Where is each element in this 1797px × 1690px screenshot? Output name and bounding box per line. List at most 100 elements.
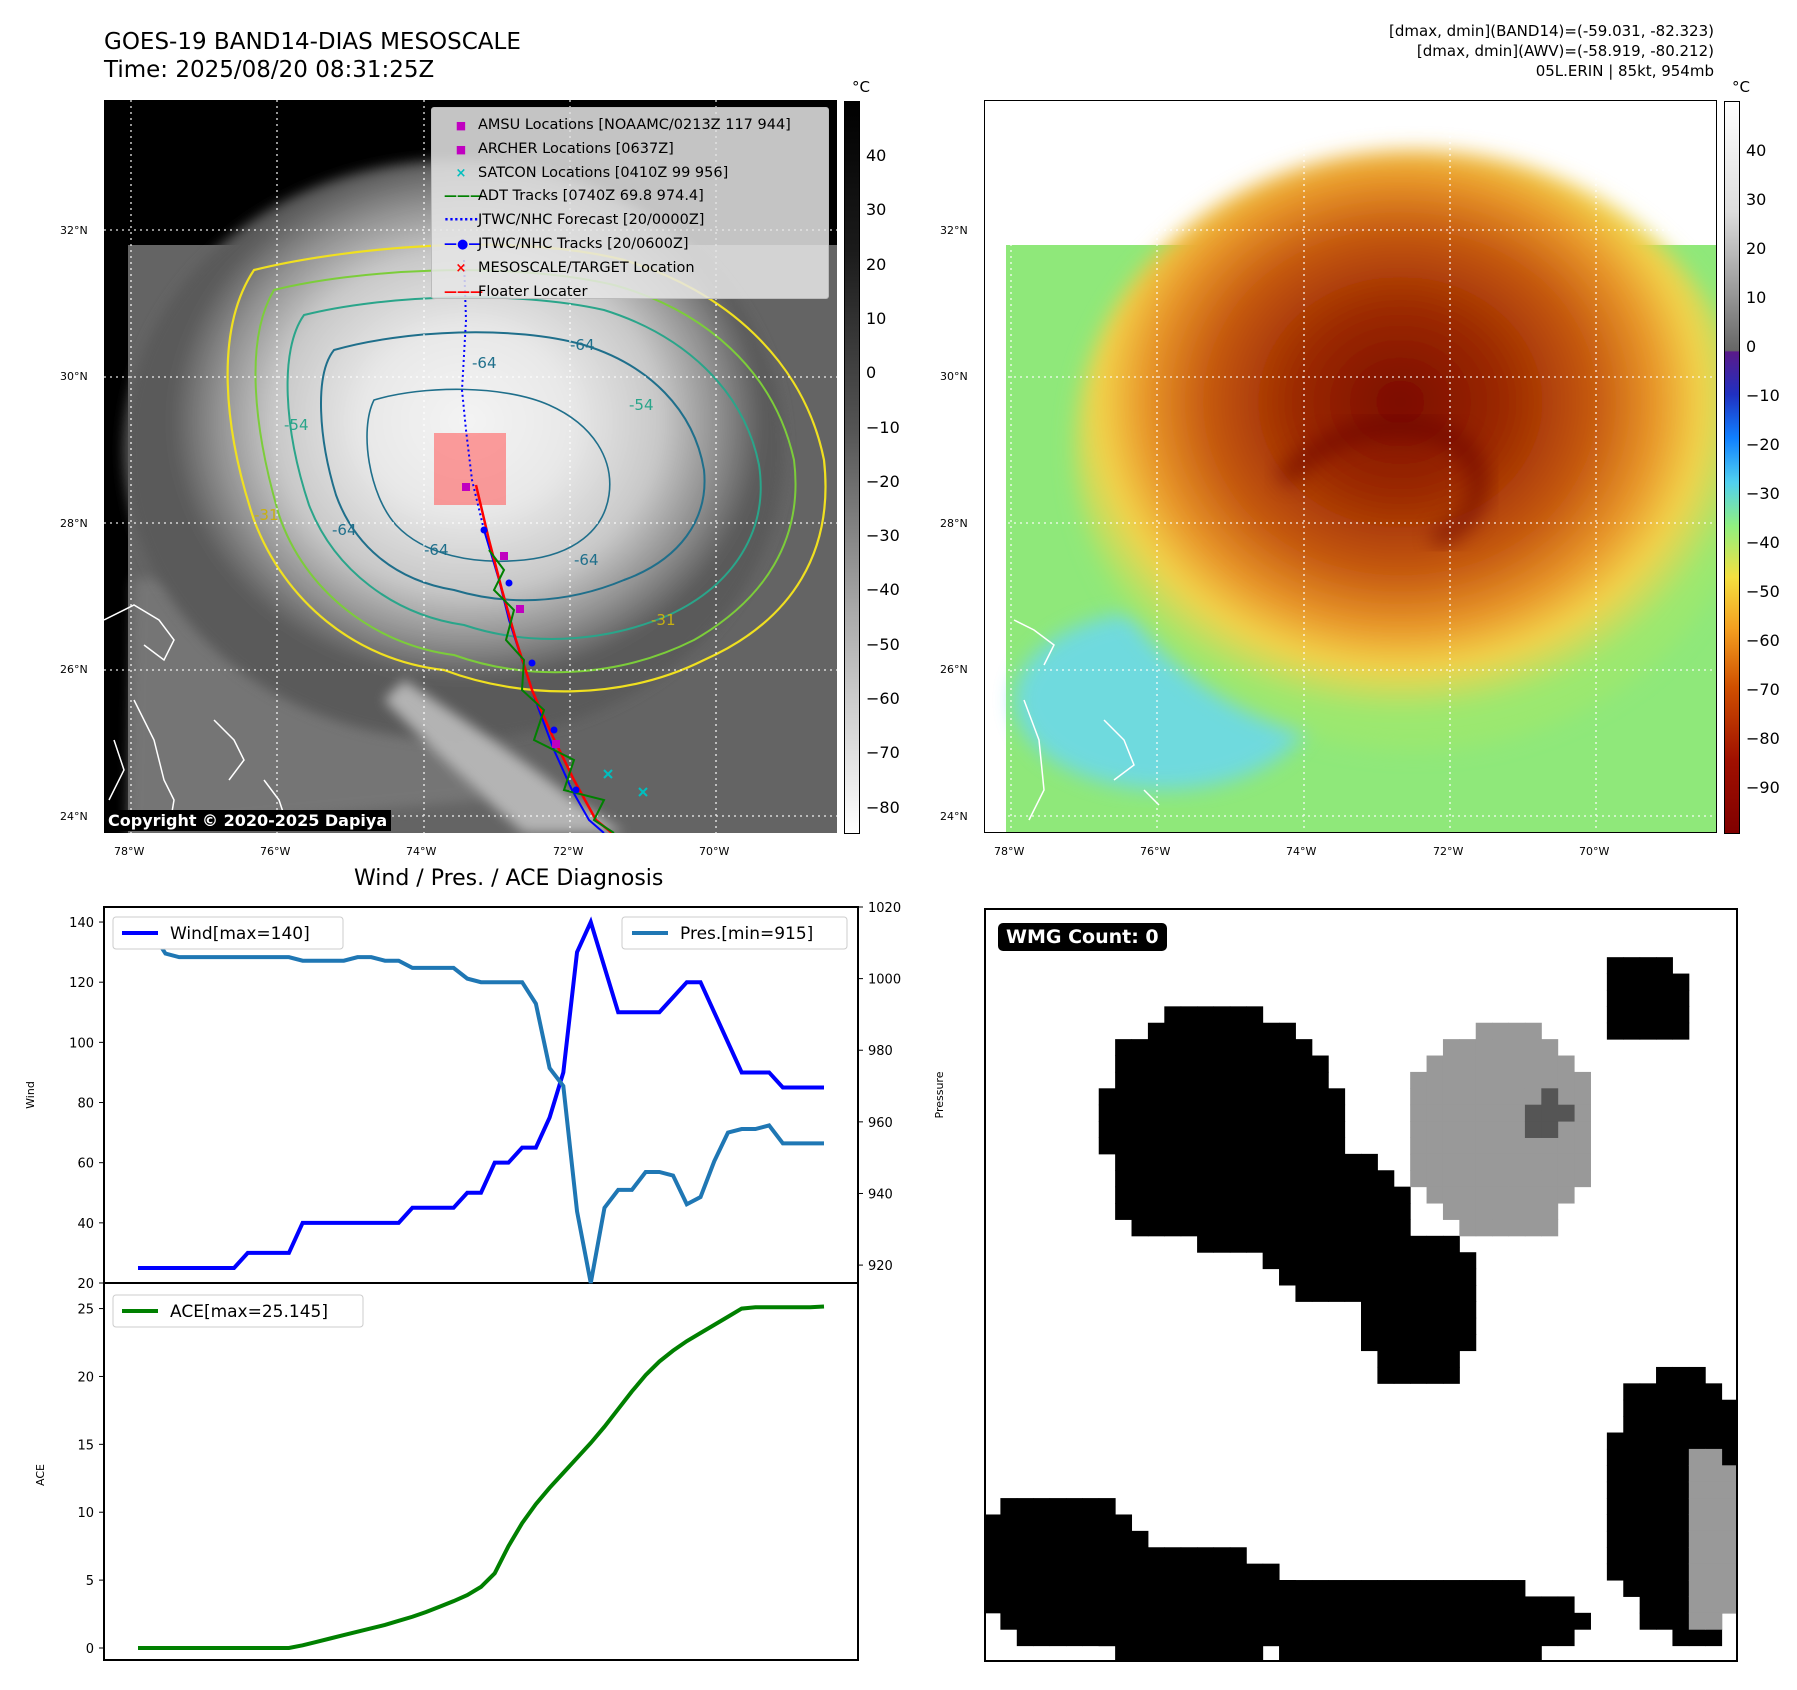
legend-marker-icon: ———	[444, 189, 483, 205]
colorbar-tick-label: 10	[866, 308, 887, 328]
adt-track	[488, 549, 615, 833]
lat-label: 30°N	[60, 370, 88, 383]
colorbar-tick-label: −70	[866, 743, 900, 763]
dmax-band14-info: [dmax, dmin](BAND14)=(-59.031, -82.323)	[1389, 22, 1714, 40]
y-axis-label: Wind	[24, 1081, 37, 1109]
best-track-points	[480, 526, 580, 794]
pressure-series-line	[138, 930, 824, 1284]
colorbar-tick-label: −80	[866, 797, 900, 817]
ace-series-line	[138, 1304, 825, 1650]
y2-tick-label: 980	[868, 1044, 893, 1059]
colorbar-tick-label: −30	[1746, 484, 1780, 503]
legend-marker-icon: ×	[455, 260, 467, 276]
wmg-count-badge: WMG Count: 0	[998, 923, 1167, 951]
ace-legend-box	[112, 1294, 364, 1328]
colorbar-tick-label: 40	[866, 146, 887, 165]
lat-label: 24°N	[60, 810, 88, 823]
map-gridlines	[984, 100, 1717, 833]
legend-label: MESOSCALE/TARGET Location	[478, 259, 695, 276]
colorbar-tick-label: −50	[866, 634, 900, 654]
colorbar-tick-label: −90	[1746, 778, 1780, 797]
colorbar-tick-label: −70	[1746, 680, 1780, 699]
diagnosis-title: Wind / Pres. / ACE Diagnosis	[354, 866, 664, 891]
wmg-frame	[984, 908, 1738, 1662]
legend-item: ———Floater Locater	[444, 281, 791, 305]
legend-item: ———ADT Tracks [0740Z 69.8 974.4]	[444, 185, 791, 209]
wind-legend-box	[112, 916, 344, 950]
contour-label: -64	[472, 354, 497, 372]
contour-minus-54	[286, 296, 762, 640]
colorbar-tick-label: 20	[1746, 239, 1767, 258]
colorbar-tick-label: 10	[1746, 288, 1767, 307]
chart-time: Time: 2025/08/20 08:31:25Z	[104, 57, 435, 83]
legend-marker-icon: ×	[455, 165, 467, 181]
legend-label: JTWC/NHC Forecast [20/0000Z]	[478, 212, 705, 229]
legend-marker-icon: —●—	[444, 236, 482, 252]
lat-label: 26°N	[60, 663, 88, 676]
y-tick-label: 40	[77, 1217, 94, 1232]
contour-label: -31	[651, 611, 676, 629]
storm-color-shield	[1074, 150, 1717, 750]
legend-label: Floater Locater	[478, 283, 588, 300]
contour-label: -54	[284, 416, 309, 434]
lon-label: 74°W	[1286, 845, 1317, 858]
colorbar-tick-label: 0	[1746, 337, 1757, 356]
amsu-archer-markers	[462, 483, 560, 748]
pressure-legend-label: Pres.[min=915]	[680, 924, 813, 944]
lat-label: 32°N	[940, 224, 968, 237]
map-legend: ■ AMSU Locations [NOAAMC/0213Z 117 944] ■ A…	[431, 107, 829, 300]
legend-item: ·······JTWC/NHC Forecast [20/0000Z]	[444, 209, 791, 233]
lon-label: 78°W	[114, 845, 145, 858]
lon-label: 76°W	[1140, 845, 1171, 858]
satcon-markers	[603, 769, 648, 797]
ace-tick-label: 0	[86, 1642, 94, 1657]
colorbar-tick-label: −10	[866, 417, 900, 437]
y-tick-label: 20	[77, 1277, 94, 1292]
y-tick-label: 140	[69, 916, 94, 931]
chart-title: GOES-19 BAND14-DIAS MESOSCALE	[104, 29, 521, 55]
legend-label: ADT Tracks [0740Z 69.8 974.4]	[478, 188, 704, 205]
copyright-text: Copyright © 2020-2025 Dapiya	[104, 810, 392, 831]
legend-label: AMSU Locations [NOAAMC/0213Z 117 944]	[478, 117, 791, 133]
legend-label: SATCON Locations [0410Z 99 956]	[478, 164, 729, 181]
ace-tick-label: 15	[77, 1438, 94, 1453]
colorbar-tick-label: −20	[866, 471, 900, 491]
colorbar-tick-label: 30	[1746, 190, 1767, 209]
y-tick-label: 80	[77, 1097, 94, 1112]
y-tick-label: 60	[77, 1157, 94, 1172]
lat-label: 32°N	[60, 224, 88, 237]
y2-tick-label: 920	[868, 1259, 893, 1274]
lon-label: 74°W	[406, 845, 437, 858]
y-tick-label: 120	[69, 976, 94, 991]
contour-label: -54	[629, 396, 654, 414]
contour-label: -64	[424, 541, 449, 559]
ace-tick-label: 20	[77, 1370, 94, 1385]
legend-item: × MESOSCALE/TARGET Location	[444, 257, 791, 281]
y2-tick-label: 1020	[868, 901, 901, 916]
legend-label: JTWC/NHC Tracks [20/0600Z]	[478, 235, 689, 252]
ace-frame	[103, 1282, 859, 1661]
wind-pressure-frame	[103, 906, 859, 1284]
dmax-awv-info: [dmax, dmin](AWV)=(-58.919, -80.212)	[1416, 42, 1714, 60]
legend-marker-icon: ■	[455, 119, 467, 132]
lat-label: 28°N	[940, 517, 968, 530]
colorbar-tick-label: 20	[866, 254, 887, 274]
floater-box	[434, 433, 506, 505]
coastlines	[1013, 619, 1160, 821]
legend-item: —●—JTWC/NHC Tracks [20/0600Z]	[444, 233, 791, 257]
contour-label: -64	[574, 551, 599, 569]
colorbar-tick-label: −10	[1746, 386, 1780, 405]
ace-legend-label: ACE[max=25.145]	[170, 1302, 328, 1322]
wmg-pixel-grid	[984, 908, 1738, 1662]
ace-axis-label: ACE	[34, 1464, 47, 1486]
ace-tick-label: 5	[86, 1574, 94, 1589]
lon-label: 76°W	[260, 845, 291, 858]
colorbar-tick-label: 40	[1746, 141, 1767, 160]
ace-tick-label: 25	[77, 1303, 94, 1318]
legend-item: × SATCON Locations [0410Z 99 956]	[444, 162, 791, 186]
colorbar-unit: °C	[852, 78, 870, 96]
lon-label: 70°W	[699, 845, 730, 858]
colorbar-tick-label: −80	[1746, 729, 1780, 748]
wind-series-line	[138, 916, 824, 1270]
contour-label: -64	[570, 336, 595, 354]
